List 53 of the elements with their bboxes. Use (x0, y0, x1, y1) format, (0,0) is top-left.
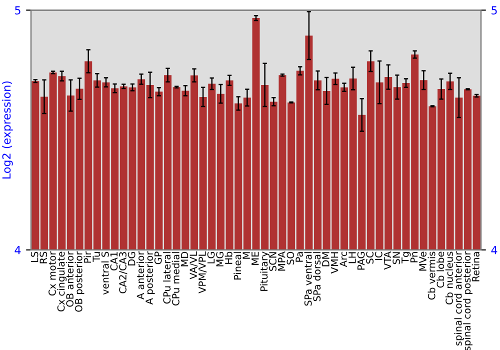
x-tick-label: MVe (419, 252, 426, 271)
x-tick-label: MG (216, 252, 224, 266)
x-tick-label: Pineal (234, 252, 242, 280)
x-tick-label: Pir (84, 251, 92, 263)
x-tick-label: spinal cord anterior (454, 251, 464, 346)
x-tick-label: Pituitary (260, 252, 270, 291)
y2-tick-label: 5 (492, 6, 497, 15)
x-tick-label: Pn (410, 252, 418, 262)
x-tick-label: CPu medial (172, 252, 180, 306)
y2-tick-label: 4 (491, 246, 498, 254)
x-tick-label: Pa (296, 252, 303, 262)
x-tick-label: OB anterior (66, 251, 74, 307)
x-tick-label: LS (30, 252, 38, 262)
y-axis-title: Log2 (expression) (2, 81, 13, 178)
x-tick-label: A anterior (136, 251, 144, 300)
x-tick-label: RS (40, 252, 48, 264)
x-tick-label: SO (286, 252, 294, 264)
x-tick-label: Arc (340, 252, 348, 267)
x-tick-label: Cx motor (48, 251, 56, 296)
x-tick-label: Tu (92, 252, 100, 262)
x-tick-label: VMH (331, 252, 338, 274)
x-tick-label: DM (322, 252, 330, 266)
x-tick-label: OB posterior (74, 251, 84, 312)
x-tick-label: SC (366, 252, 374, 264)
x-tick-label: CA2/CA3 (119, 252, 128, 294)
x-tick-label: Cb nucleus (445, 252, 453, 304)
x-tick-label: GP (154, 252, 162, 264)
x-tick-label: SCN (269, 252, 276, 271)
x-tick-label: CPu lateral (163, 252, 171, 304)
x-tick-label: A posterior (145, 251, 155, 305)
x-tick-label: Tg (402, 252, 411, 264)
x-tick-label: CA1 (110, 252, 118, 270)
x-tick-label: MD (181, 252, 188, 266)
x-tick-label: Hb (224, 252, 232, 264)
x-tick-label: Retina (472, 252, 480, 282)
x-tick-label: Cx cingulate (57, 252, 67, 312)
x-tick-label: VA/VL (190, 251, 198, 280)
x-tick-label: M (242, 252, 250, 259)
x-tick-label: ME (252, 252, 259, 265)
x-tick-label: MPA (278, 251, 286, 271)
x-tick-label: SPa dorsal (313, 252, 321, 302)
x-tick-label: SPa ventral (304, 252, 312, 306)
x-tick-label: Cb lobe (436, 252, 444, 288)
x-tick-label: SN (392, 252, 400, 264)
x-tick-label: LG (207, 252, 215, 264)
x-tick-label: VTA (384, 251, 392, 270)
x-tick-label: LH (348, 252, 356, 264)
x-tick-label: Cb vermis (428, 252, 436, 300)
x-tick-label: VPM/VPL (198, 251, 207, 294)
x-tick-label: DG (128, 252, 136, 266)
x-tick-label: ventral S (101, 252, 109, 295)
x-tick-label: PAG (357, 252, 365, 270)
x-tick-label: IC (374, 252, 382, 260)
